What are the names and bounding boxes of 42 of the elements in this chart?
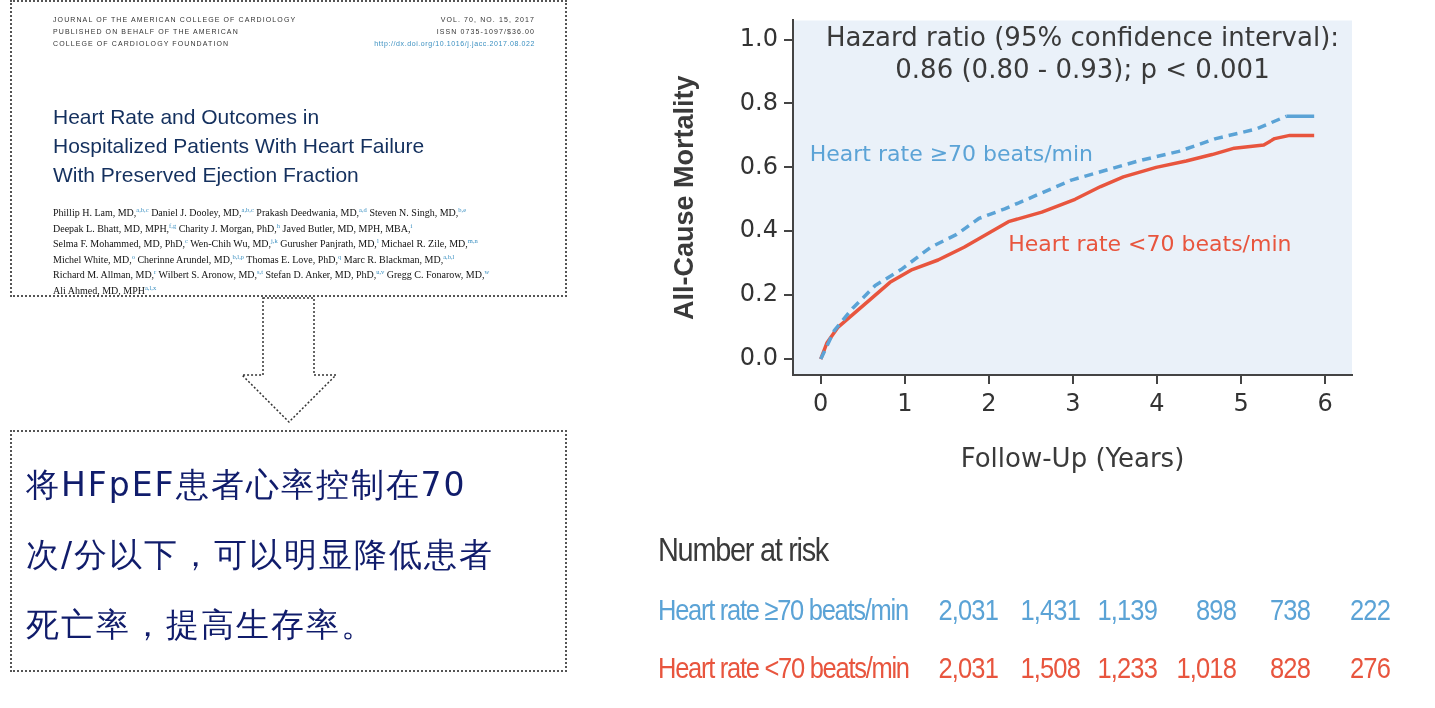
y-tick-label: 0.6 — [739, 151, 778, 180]
text: 1,018 — [1175, 651, 1236, 685]
text: 898 — [1195, 593, 1236, 627]
x-tick-label: 0 — [813, 388, 829, 417]
x-tick-label: 5 — [1233, 388, 1249, 417]
x-tick-label: 4 — [1149, 388, 1165, 417]
y-tick-label: 1.0 — [739, 23, 778, 52]
x-axis-title: Follow-Up (Years) — [960, 443, 1185, 474]
x-tick-label: 2 — [981, 388, 997, 417]
text: Richard M. Allman, MD,$^{r}$ Wilbert S. Aronow, MD,$^{s,t}$ Stefan D. Anker, MD, PhD,$^{u,v}$ Gregg C. Fonarow, MD,$^{w}$ — [53, 267, 490, 283]
annotation: 0.86 (0.80 - 0.93); p < 0.001 — [895, 54, 1270, 85]
y-tick-label: 0.8 — [739, 87, 778, 116]
text: 2,031 — [937, 651, 998, 685]
text: Number at risk — [658, 530, 829, 569]
text: 828 — [1270, 651, 1310, 684]
text: Selma F. Mohammed, MD, PhD,$^{c}$ Wen-Chih Wu, MD,$^{j,k}$ Gurusher Panjrath, MD,$^{l}$ Michael R. Zile, MD,$^{m,n}$ — [53, 236, 478, 252]
y-tick-label: 0.2 — [739, 279, 778, 308]
y-axis-title: All-Cause Mortality — [668, 75, 699, 320]
text: 1,431 — [1019, 593, 1080, 627]
text: Deepak L. Bhatt, MD, MPH,$^{f,g}$ Charity J. Morgan, PhD,$^{h}$ Javed Butler, MD, MPH, MBA,$^{i}$ — [53, 220, 413, 236]
text: 276 — [1349, 651, 1390, 685]
series-label: Heart rate <70 beats/min — [1008, 231, 1292, 257]
text: 738 — [1270, 593, 1310, 626]
text: Heart rate ≥70 beats/min — [658, 593, 908, 627]
x-tick-label: 3 — [1065, 388, 1081, 417]
text: Heart rate <70 beats/min — [658, 651, 909, 685]
text: 将HFpEF患者心率控制在70次/分以下，可以明显降低患者死亡率，提高生存率。 — [26, 464, 496, 646]
y-tick-label: 0.4 — [739, 215, 778, 244]
text: 2,031 — [937, 593, 998, 627]
text: Heart Rate and Outcomes in Hospitalized Patients With Heart Failure With Preserved Ejection Fraction — [53, 104, 425, 188]
series-label: Heart rate ≥70 beats/min — [809, 140, 1094, 166]
text: 1,508 — [1019, 651, 1080, 685]
text: Phillip H. Lam, MD,$^{a,b,c}$ Daniel J. Dooley, MD,$^{a,b,c}$ Prakash Deedwania, MD,$^{a,d}$ Steven N. Singh, MD,$^{b,e}$ — [53, 205, 467, 221]
annotation: Hazard ratio (95% confidence interval): — [825, 22, 1340, 53]
text: Ali Ahmed, MD, MPH$^{a,l,x}$ — [53, 283, 157, 299]
x-tick-label: 6 — [1317, 388, 1333, 417]
text: 1,139 — [1096, 593, 1157, 627]
text: 222 — [1349, 593, 1390, 627]
text: Michel White, MD,$^{o}$ Cherinne Arundel, MD,$^{b,l,p}$ Thomas E. Love, PhD,$^{q}$ Marc R. Blackman, MD,$^{a,b,l}$ — [53, 251, 455, 268]
x-tick-label: 1 — [897, 388, 913, 417]
text: 1,233 — [1096, 651, 1157, 685]
y-tick-label: 0.0 — [739, 343, 778, 372]
